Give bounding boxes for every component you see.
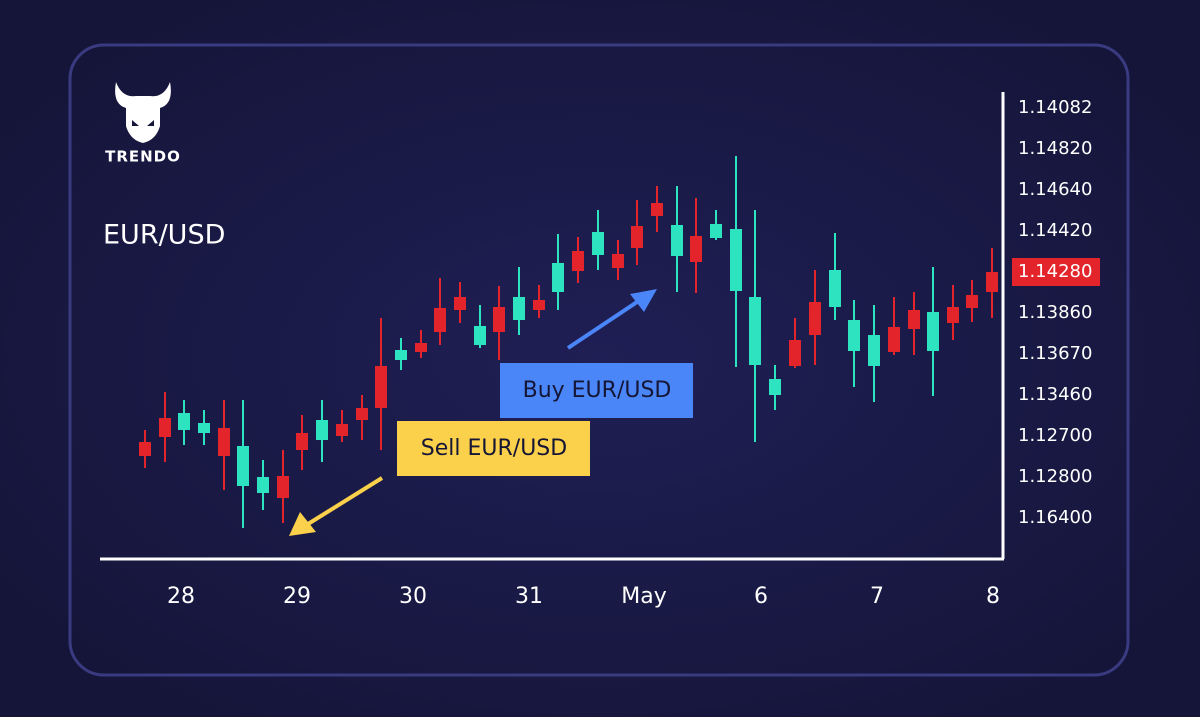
candle-body	[474, 326, 486, 345]
candles	[139, 156, 998, 528]
candle-body	[533, 300, 545, 310]
candle-body	[572, 251, 584, 271]
candle-body	[592, 232, 604, 255]
price-label: 1.16400	[1018, 507, 1092, 528]
current-price-box	[1012, 258, 1100, 286]
price-label: 1.13460	[1018, 384, 1092, 405]
candle-body	[769, 379, 781, 395]
candle-body	[651, 203, 663, 216]
candle-body	[927, 312, 939, 351]
sell-box	[397, 421, 590, 476]
candle-body	[454, 297, 466, 310]
candle-body	[513, 297, 525, 320]
price-label: 1.14640	[1018, 179, 1092, 200]
candle-body	[710, 224, 722, 238]
candle-body	[690, 236, 702, 262]
price-label: 1.14082	[1018, 97, 1092, 118]
candle-body	[848, 320, 860, 351]
candle-body	[612, 254, 624, 268]
time-label: 8	[986, 584, 1000, 609]
price-label: 1.14420	[1018, 220, 1092, 241]
logo: TRENDO	[105, 82, 181, 166]
candle-body	[198, 423, 210, 433]
price-label: 1.14280	[1018, 261, 1092, 282]
candle-body	[631, 226, 643, 248]
pair-title: EUR/USD	[103, 220, 225, 251]
candle-body	[218, 428, 230, 456]
candle-body	[868, 335, 880, 366]
time-label: 30	[399, 584, 427, 609]
price-label: 1.13860	[1018, 302, 1092, 323]
candle-body	[730, 229, 742, 291]
candle-body	[415, 343, 427, 352]
candle-body	[375, 366, 387, 408]
buy-box	[500, 363, 693, 418]
time-label: 6	[754, 584, 768, 609]
bull-icon	[115, 82, 171, 143]
candle-body	[434, 308, 446, 332]
sell-label: Sell EUR/USD	[421, 436, 567, 461]
bull-eyes	[132, 120, 154, 126]
candle-body	[671, 225, 683, 256]
candle-body	[395, 350, 407, 360]
candle-body	[159, 418, 171, 437]
price-label: 1.14820	[1018, 138, 1092, 159]
candle-body	[552, 263, 564, 292]
candle-body	[809, 302, 821, 335]
candle-body	[986, 272, 998, 292]
price-label: 1.12800	[1018, 466, 1092, 487]
price-label: 1.12700	[1018, 425, 1092, 446]
brand: TRENDO	[105, 148, 181, 166]
candle-body	[947, 307, 959, 323]
candle-body	[296, 433, 308, 450]
buy-arrow-head	[630, 289, 657, 312]
candle-body	[277, 476, 289, 498]
candle-body	[888, 327, 900, 352]
sell-arrow-shaft	[306, 476, 384, 526]
time-label: 28	[167, 584, 195, 609]
time-label: 31	[515, 584, 543, 609]
candle-body	[336, 424, 348, 436]
axis-labels: 1.14082 1.14820 1.14640 1.14420 1.14280 1.138…	[167, 97, 1100, 609]
candle-body	[829, 270, 841, 307]
time-label: 7	[870, 584, 884, 609]
candle-body	[257, 477, 269, 493]
card	[68, 43, 1130, 677]
time-label: May	[621, 584, 666, 609]
candle-body	[749, 297, 761, 365]
candle-body	[789, 340, 801, 366]
sell-arrow-head	[289, 512, 316, 536]
candle-body	[966, 295, 978, 308]
candle-body	[356, 408, 368, 420]
candle-body	[237, 446, 249, 486]
candle-body	[493, 307, 505, 332]
candle-body	[178, 413, 190, 430]
buy-label: Buy EUR/USD	[523, 378, 672, 403]
candle-body	[908, 310, 920, 329]
candle-body	[139, 442, 151, 456]
time-label: 29	[283, 584, 311, 609]
buy-arrow-shaft	[566, 298, 642, 350]
candle-body	[316, 420, 328, 440]
price-label: 1.13670	[1018, 343, 1092, 364]
